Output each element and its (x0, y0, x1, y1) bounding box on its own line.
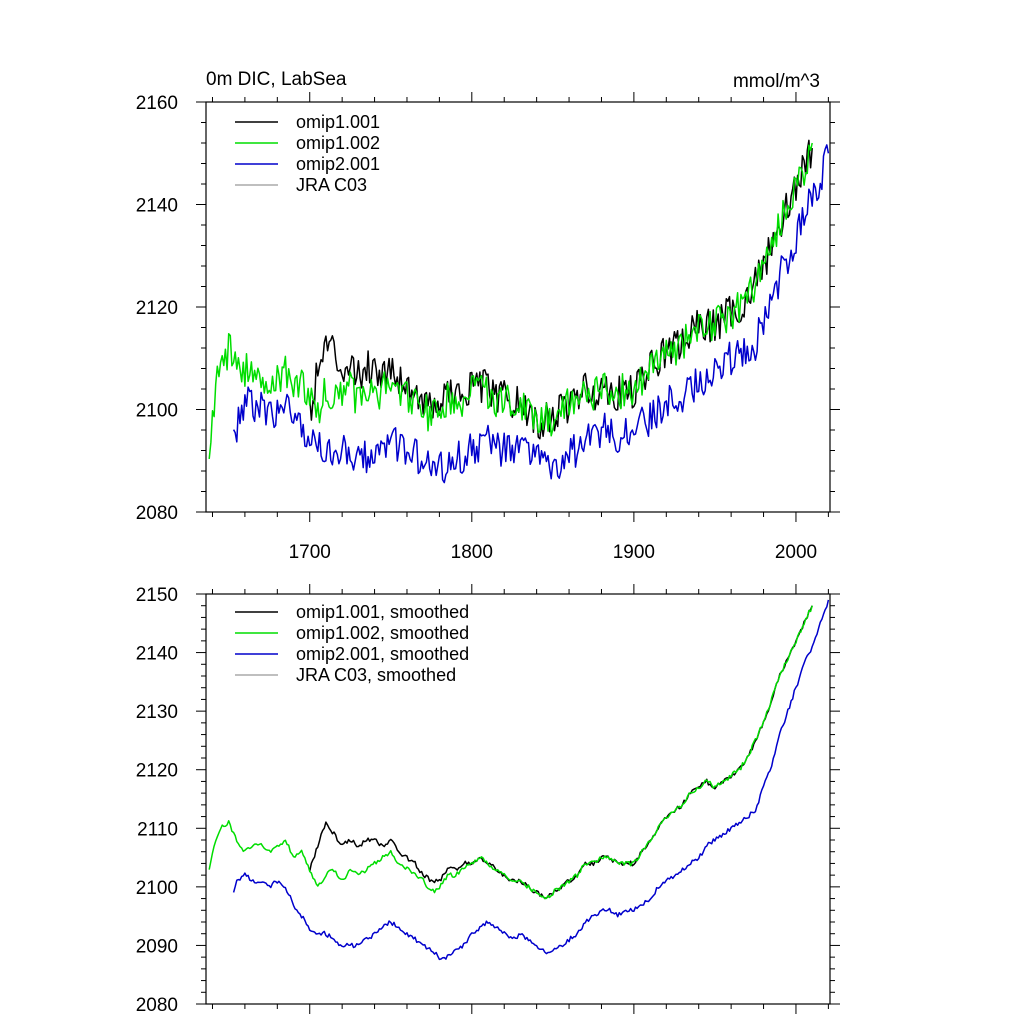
y-tick-label: 2100 (136, 401, 178, 422)
legend-label: JRA C03 (296, 175, 367, 195)
panel-1-title: 0m DIC, LabSea (206, 69, 347, 90)
panel-1-series-layer (208, 139, 830, 484)
y-tick-label: 2140 (136, 196, 178, 217)
y-tick-label: 2100 (136, 878, 178, 899)
plot-frame (205, 593, 831, 1005)
series-line-2 (232, 599, 830, 961)
x-tick-label: 2000 (775, 542, 817, 563)
series-line-0 (308, 139, 813, 440)
y-tick-label: 2080 (136, 995, 178, 1016)
x-tick-label: 1700 (289, 542, 331, 563)
y-tick-label: 2080 (136, 503, 178, 524)
y-tick-label: 2120 (136, 298, 178, 319)
series-line-1 (208, 605, 813, 900)
y-tick-label: 2120 (136, 761, 178, 782)
panel-1-axes: 2080 2100 2120 2140 2160 1700 1800 1900 2000 (136, 92, 840, 563)
y-tick-label: 2150 (136, 585, 178, 606)
panel-2-series-layer (208, 599, 830, 961)
series-line-2 (232, 144, 830, 484)
y-tick-label: 2160 (136, 93, 178, 114)
series-line-1 (208, 142, 813, 459)
y-tick-label: 2110 (137, 819, 178, 840)
legend-label: omip2.001 (296, 154, 380, 174)
legend-label: omip1.001 (296, 112, 380, 132)
x-tick-label: 1900 (613, 542, 655, 563)
panel-2-axes: 2080 2090 2100 2110 2120 2130 2140 2150 (136, 584, 840, 1016)
y-tick-label: 2130 (136, 702, 178, 723)
legend-label: JRA C03, smoothed (296, 665, 456, 685)
y-tick-label: 2090 (136, 936, 178, 957)
x-tick-label: 1800 (451, 542, 493, 563)
legend-label: omip1.002 (296, 133, 380, 153)
legend-label: omip1.001, smoothed (296, 602, 469, 622)
legend-label: omip2.001, smoothed (296, 644, 469, 664)
y-tick-label: 2140 (136, 644, 178, 665)
panel-1-units: mmol/m^3 (733, 71, 820, 92)
legend-label: omip1.002, smoothed (296, 623, 469, 643)
